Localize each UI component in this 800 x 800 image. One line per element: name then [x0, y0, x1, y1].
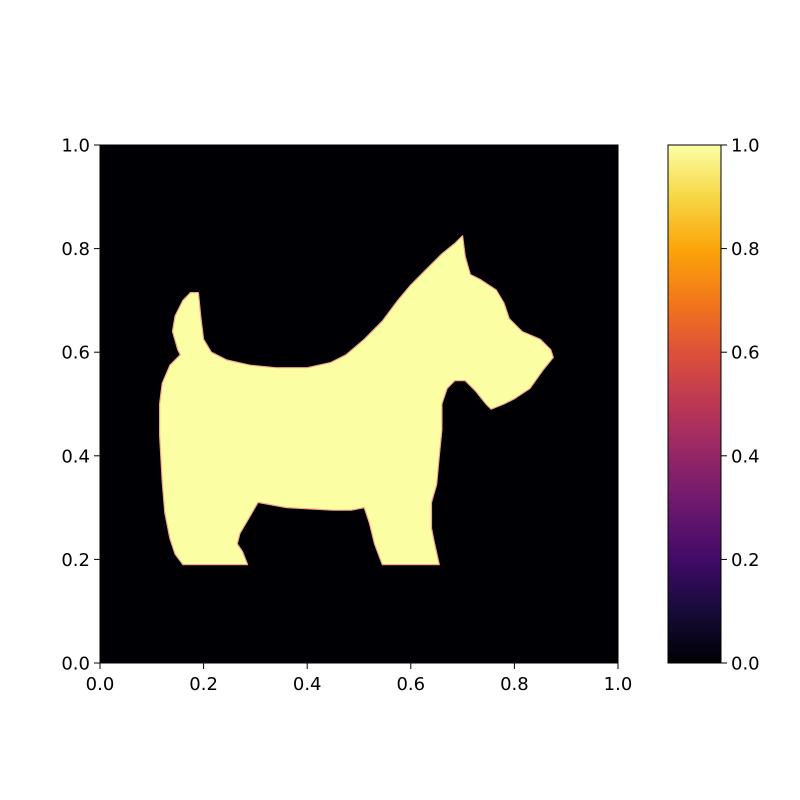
x-axis: 0.0 0.2 0.4 0.6 0.8 1.0: [86, 663, 633, 695]
colorbar-tick-label: 0.4: [731, 446, 760, 467]
x-tick-label: 0.2: [189, 674, 218, 695]
colorbar-axis: 0.0 0.2 0.4 0.6 0.8 1.0: [721, 136, 760, 675]
colorbar-tick-label: 0.8: [731, 239, 760, 260]
y-axis: 0.0 0.2 0.4 0.6 0.8 1.0: [61, 136, 100, 675]
y-tick-label: 0.8: [61, 239, 90, 260]
colorbar: [667, 144, 722, 664]
y-tick-label: 1.0: [61, 136, 90, 157]
y-tick-label: 0.0: [61, 654, 90, 675]
colorbar-tick-label: 0.6: [731, 343, 760, 364]
x-tick-label: 0.0: [86, 674, 115, 695]
colorbar-tick-label: 0.0: [731, 654, 760, 675]
x-tick-label: 0.4: [293, 674, 322, 695]
x-tick-label: 0.8: [500, 674, 529, 695]
x-tick-label: 1.0: [604, 674, 633, 695]
y-tick-label: 0.6: [61, 343, 90, 364]
y-tick-label: 0.4: [61, 446, 90, 467]
plot-frame: [99, 144, 619, 664]
colorbar-tick-label: 1.0: [731, 136, 760, 157]
x-tick-label: 0.6: [396, 674, 425, 695]
heatmap-shape: [159, 235, 554, 566]
colorbar-tick-label: 0.2: [731, 550, 760, 571]
y-tick-label: 0.2: [61, 550, 90, 571]
